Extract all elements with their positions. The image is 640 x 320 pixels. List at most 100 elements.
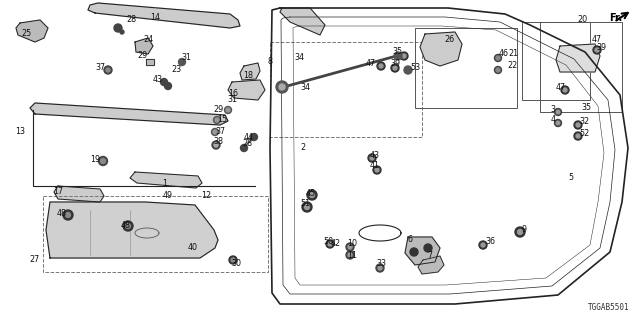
Circle shape [370,156,374,160]
Polygon shape [46,202,218,258]
Circle shape [556,121,560,125]
Circle shape [213,130,217,134]
Circle shape [515,227,525,237]
Bar [415,28,517,108]
Circle shape [404,66,412,74]
Circle shape [214,116,221,124]
Circle shape [99,156,108,165]
Text: 19: 19 [90,155,100,164]
Circle shape [328,242,332,246]
Text: 1: 1 [163,179,168,188]
Circle shape [120,30,124,34]
Circle shape [479,241,487,249]
Circle shape [348,245,352,249]
Text: 34: 34 [300,84,310,92]
Text: 46: 46 [499,49,509,58]
Bar [540,22,622,112]
Circle shape [164,83,172,90]
Text: 28: 28 [242,139,252,148]
Circle shape [225,107,232,114]
Text: 4: 4 [550,116,556,124]
Polygon shape [54,186,104,202]
Text: 28: 28 [126,15,136,25]
Circle shape [518,229,522,235]
Text: 50: 50 [323,236,333,245]
Text: 38: 38 [213,137,223,146]
Text: 2: 2 [300,143,305,153]
Circle shape [406,68,410,72]
Circle shape [495,54,502,61]
Circle shape [276,81,288,93]
Text: 41: 41 [370,162,380,171]
Polygon shape [30,103,228,125]
Text: 37: 37 [215,126,225,135]
Circle shape [179,59,186,66]
Circle shape [307,190,317,200]
Circle shape [346,251,354,259]
Circle shape [161,78,168,85]
Circle shape [326,240,334,248]
Circle shape [212,141,220,149]
Circle shape [556,110,560,114]
Polygon shape [280,8,325,35]
Circle shape [410,248,418,256]
Text: TGGAB5501: TGGAB5501 [588,303,630,312]
Polygon shape [16,20,48,42]
Text: 48: 48 [57,209,67,218]
Polygon shape [420,32,462,66]
Text: 37: 37 [95,62,105,71]
Circle shape [104,66,112,74]
Text: 29: 29 [213,105,223,114]
Text: 7: 7 [428,252,433,260]
Circle shape [394,52,402,60]
Text: 39: 39 [390,59,400,68]
Circle shape [563,88,567,92]
Text: 29: 29 [138,52,148,60]
Circle shape [114,24,122,32]
Text: 10: 10 [347,239,357,249]
Circle shape [574,121,582,129]
Circle shape [593,46,601,54]
Circle shape [373,166,381,174]
Text: 16: 16 [228,89,238,98]
Text: 15: 15 [217,116,227,124]
Circle shape [368,154,376,162]
Circle shape [214,143,218,147]
Text: 17: 17 [53,188,63,196]
Text: 13: 13 [15,126,25,135]
Circle shape [561,86,569,94]
Circle shape [424,244,432,252]
Circle shape [310,193,314,197]
Text: 12: 12 [201,191,211,201]
Text: 36: 36 [485,237,495,246]
Circle shape [250,133,257,140]
Text: 23: 23 [171,66,181,75]
Text: 26: 26 [444,36,454,44]
Circle shape [495,67,502,74]
Text: 31: 31 [181,53,191,62]
Circle shape [123,221,133,231]
Circle shape [496,68,500,72]
Text: 47: 47 [592,36,602,44]
Text: 5: 5 [568,172,573,181]
Circle shape [211,129,218,135]
Text: 18: 18 [243,71,253,81]
Text: 35: 35 [392,47,402,57]
Circle shape [63,210,73,220]
Text: 25: 25 [21,28,31,37]
Circle shape [346,243,354,251]
Text: 6: 6 [408,236,413,244]
Circle shape [379,64,383,68]
Circle shape [241,145,248,151]
Circle shape [376,264,384,272]
Text: 53: 53 [410,62,420,71]
Circle shape [106,68,110,72]
Text: 48: 48 [121,221,131,230]
Circle shape [481,243,485,247]
Text: 51: 51 [300,199,310,209]
Text: 47: 47 [556,84,566,92]
Text: 49: 49 [163,190,173,199]
Text: 52: 52 [579,129,589,138]
Polygon shape [556,44,600,72]
Text: 31: 31 [227,95,237,105]
